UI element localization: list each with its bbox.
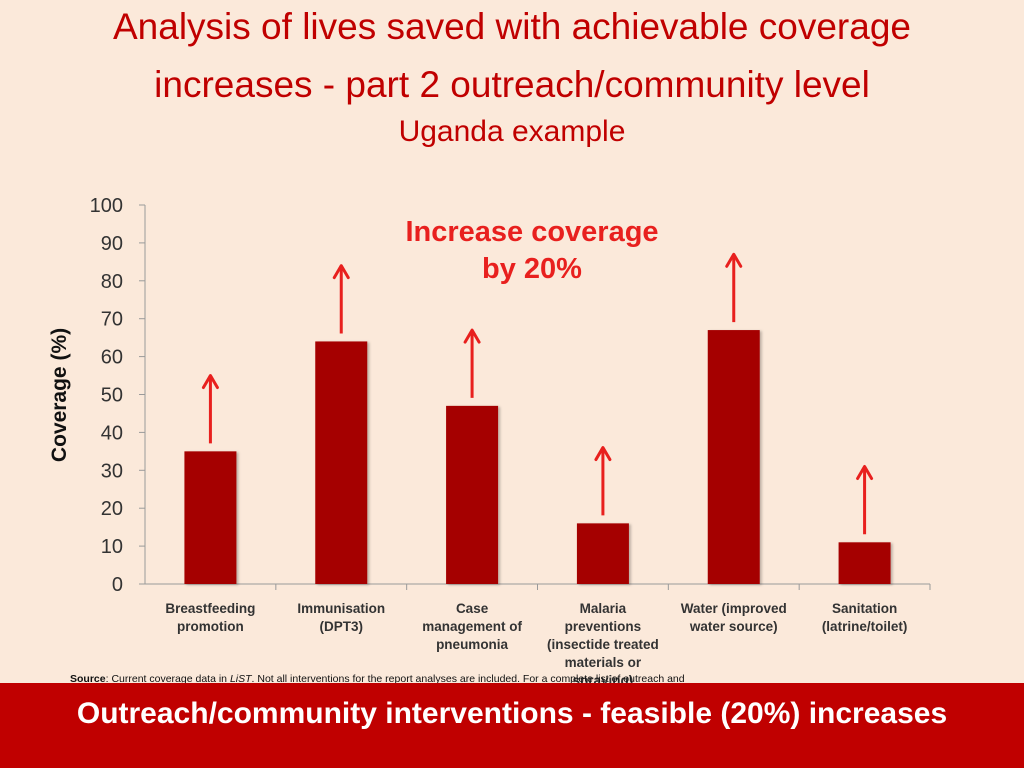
footer-text: Outreach/community interventions - feasi…	[76, 697, 948, 730]
y-tick-label: 100	[90, 195, 123, 217]
category-label: Water (improved water source)	[681, 601, 787, 634]
category-label-line: Malaria	[580, 601, 627, 616]
category-label: Sanitation (latrine/toilet)	[822, 601, 908, 634]
category-label-line: water source)	[689, 619, 778, 634]
y-tick-label: 30	[101, 460, 123, 482]
slide-title-line-2: increases - part 2 outreach/community le…	[154, 64, 870, 105]
arrow-head	[201, 374, 219, 390]
y-axis-label: Coverage (%)	[48, 328, 71, 462]
arrow-head	[332, 264, 350, 280]
category-label-line: (DPT3)	[320, 619, 364, 634]
category-label-line: Water (improved	[681, 601, 787, 616]
coverage-bar-chart: 0 10 20 30 40 50 60 70 80 90 100 Coverage (%) Breast…	[48, 195, 931, 688]
category-label-line: promotion	[177, 619, 244, 634]
arrow-head	[594, 446, 612, 462]
category-label-line: Sanitation	[832, 601, 897, 616]
category-label: Immunisation (DPT3)	[297, 601, 385, 634]
arrow-head	[725, 252, 743, 268]
bar	[184, 451, 237, 584]
category-label-line: management of	[422, 619, 522, 634]
category-label: Breastfeeding promotion	[165, 601, 255, 634]
slide-subtitle: Uganda example	[398, 115, 626, 148]
category-label-line: Case	[456, 601, 489, 616]
y-tick-label: 70	[101, 309, 123, 331]
y-tick-label: 40	[101, 422, 123, 444]
category-label: Case management of pneumonia	[422, 601, 522, 652]
bar	[707, 330, 760, 584]
category-label-line: (insectide treated	[547, 637, 659, 652]
bar	[838, 542, 891, 584]
category-label-line: preventions	[565, 619, 642, 634]
category-label-line: pneumonia	[436, 637, 508, 652]
bar	[576, 523, 629, 584]
y-tick-label: 0	[112, 574, 123, 596]
footer-banner: Outreach/community interventions - feasi…	[0, 683, 1024, 768]
slide-title-line-1: Analysis of lives saved with achievable …	[113, 6, 911, 47]
source-note: Source: Current coverage data in LiST. N…	[70, 673, 685, 685]
category-label: Malaria preventions (insectide treated mate…	[547, 601, 659, 688]
bar	[446, 405, 499, 584]
category-label-line: Breastfeeding	[165, 601, 255, 616]
y-tick-label: 20	[101, 498, 123, 520]
y-tick-label: 50	[101, 385, 123, 407]
category-label-line: Immunisation	[297, 601, 385, 616]
arrow-head	[856, 465, 874, 481]
category-label-line: (latrine/toilet)	[822, 619, 908, 634]
annotation-text: by 20%	[482, 253, 582, 285]
y-tick-label: 10	[101, 536, 123, 558]
y-tick-label: 60	[101, 347, 123, 369]
annotation-text: Increase coverage	[405, 216, 658, 248]
bar	[315, 341, 368, 584]
category-label-line: materials or	[565, 655, 642, 670]
y-tick-label: 90	[101, 233, 123, 255]
arrow-head	[463, 328, 481, 344]
y-tick-label: 80	[101, 271, 123, 293]
